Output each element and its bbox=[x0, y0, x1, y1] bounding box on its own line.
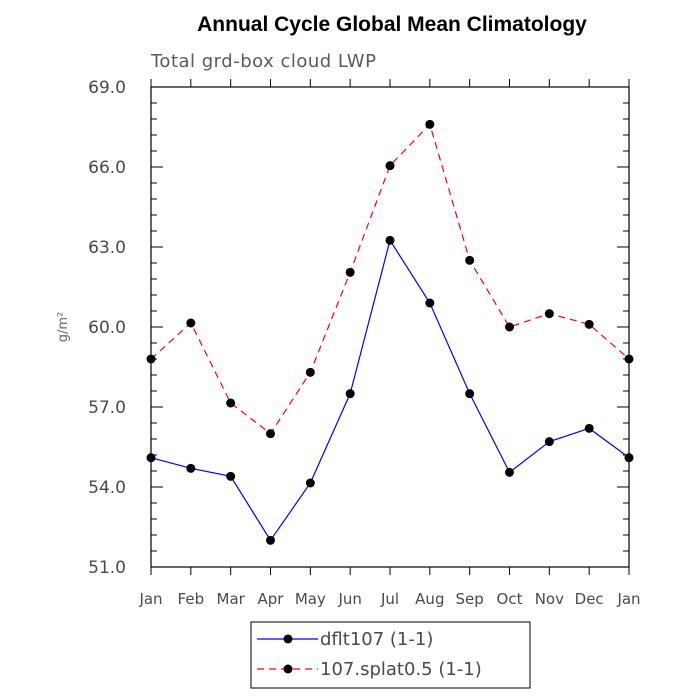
x-tick-label: Oct bbox=[497, 590, 523, 608]
series-1-point bbox=[146, 453, 156, 463]
series-1-point bbox=[385, 235, 395, 245]
series-1-point bbox=[186, 463, 196, 473]
chart-subtitle: Total grd-box cloud LWP bbox=[150, 51, 376, 72]
series-2-point bbox=[544, 309, 554, 319]
x-axis: Jan Feb Mar Apr May Jun Jul Aug Sep Oct Nov Dec Jan bbox=[138, 79, 641, 608]
series-1-point bbox=[465, 389, 475, 399]
series-2-point bbox=[624, 354, 634, 364]
series-2-point bbox=[305, 367, 315, 377]
series-2-point bbox=[505, 322, 514, 332]
y-tick-label: 63.0 bbox=[88, 238, 126, 258]
x-tick-label: Dec bbox=[575, 590, 604, 608]
plot-frame bbox=[150, 86, 630, 568]
y-tick-label: 54.0 bbox=[88, 478, 126, 498]
chart-title: Annual Cycle Global Mean Climatology bbox=[197, 13, 587, 36]
series-line-1 bbox=[150, 238, 630, 542]
x-tick-label: Jan bbox=[138, 590, 162, 608]
series-1-point bbox=[544, 437, 554, 447]
x-tick-label: Jun bbox=[337, 590, 361, 608]
series-2-point bbox=[385, 161, 395, 171]
series-2-point bbox=[226, 398, 236, 408]
x-tick-label: Sep bbox=[456, 590, 484, 608]
series-2-point bbox=[186, 318, 196, 328]
series-layer bbox=[146, 119, 634, 545]
x-tick-label: Feb bbox=[178, 590, 205, 608]
series-line-2 bbox=[150, 123, 630, 435]
y-axis: 51.0 54.0 57.0 60.0 63.0 66.0 69.0 bbox=[88, 78, 629, 578]
x-tick-label: May bbox=[295, 590, 326, 608]
series-1-point bbox=[226, 471, 236, 481]
series-2-point bbox=[266, 429, 275, 439]
legend-marker-2 bbox=[283, 664, 293, 674]
legend-marker-1 bbox=[283, 634, 293, 644]
legend-label-1: dflt107 (1-1) bbox=[320, 629, 433, 650]
y-axis-label: g/m² bbox=[56, 312, 71, 343]
series-1-point bbox=[305, 478, 315, 488]
legend-box bbox=[250, 621, 531, 689]
legend: dflt107 (1-1) 107.splat0.5 (1-1) bbox=[250, 621, 531, 689]
y-tick-label: 51.0 bbox=[88, 558, 126, 578]
y-tick-label: 66.0 bbox=[88, 158, 126, 178]
x-tick-label: Nov bbox=[535, 590, 564, 608]
y-tick-label: 60.0 bbox=[88, 318, 126, 338]
legend-label-2: 107.splat0.5 (1-1) bbox=[320, 659, 482, 680]
series-2-point bbox=[345, 267, 355, 277]
series-1-point bbox=[505, 467, 514, 477]
x-tick-label: Mar bbox=[217, 590, 246, 608]
series-2-point bbox=[584, 319, 594, 329]
x-tick-label: Aug bbox=[415, 590, 444, 608]
series-2-point bbox=[465, 255, 475, 265]
x-tick-label: Apr bbox=[258, 590, 285, 608]
y-tick-label: 57.0 bbox=[88, 398, 126, 418]
series-2-point bbox=[425, 119, 435, 129]
series-1-point bbox=[345, 389, 355, 399]
y-tick-label: 69.0 bbox=[88, 78, 126, 98]
series-1-point bbox=[584, 423, 594, 433]
series-2-point bbox=[146, 354, 156, 364]
series-1-point bbox=[624, 453, 634, 463]
x-tick-label: Jul bbox=[380, 590, 399, 608]
series-1-point bbox=[266, 535, 275, 545]
series-1-point bbox=[425, 298, 435, 308]
x-tick-label: Jan bbox=[616, 590, 640, 608]
